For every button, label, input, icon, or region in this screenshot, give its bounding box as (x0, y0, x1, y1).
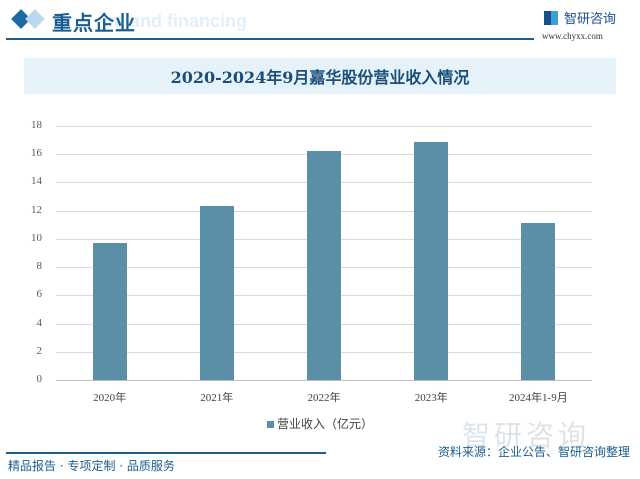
chart-title: 2020-2024年9月嘉华股份营业收入情况 (170, 68, 470, 87)
x-axis-line (56, 380, 592, 381)
y-tick-label: 10 (31, 231, 42, 244)
y-tick-label: 16 (31, 147, 42, 160)
legend: 营业收入（亿元） (0, 415, 640, 432)
watermark-text: 智研咨询 (462, 419, 591, 452)
source-note: 资料来源：企业公告、智研咨询整理 (437, 445, 630, 459)
bar (307, 151, 341, 380)
logo-url: www.chyxx.com (542, 31, 603, 41)
chart-title-band: 2020-2024年9月嘉华股份营业收入情况 (24, 58, 616, 94)
section-title: 重点企业 (52, 11, 136, 35)
bar (92, 243, 127, 380)
y-tick-label: 2 (36, 344, 43, 357)
logo-icon (544, 10, 558, 25)
y-tick-label: 8 (36, 260, 43, 273)
x-tick-label: 2024年1-9月 (509, 392, 568, 404)
header: nt and financing 重点企业 智研咨询 www.chyxx.com (0, 0, 640, 42)
bar (521, 223, 556, 380)
x-tick-label: 2020年 (93, 392, 127, 404)
footer-slogan: 精品报告 · 专项定制 · 品质服务 (8, 459, 175, 473)
legend-swatch (266, 421, 274, 428)
y-tick-label: 6 (36, 288, 43, 301)
legend-label: 营业收入（亿元） (276, 417, 373, 431)
logo-text: 智研咨询 (564, 12, 617, 27)
y-tick-label: 0 (36, 373, 43, 385)
brand-logo: 智研咨询 (544, 8, 616, 27)
x-tick-label: 2022年 (307, 392, 341, 404)
footer-divider (6, 452, 326, 454)
plot-area (56, 126, 592, 381)
y-tick-label: 12 (31, 203, 42, 216)
bar (414, 141, 449, 380)
x-tick-label: 2023年 (414, 392, 448, 404)
y-tick-label: 14 (31, 175, 42, 188)
y-tick-label: 4 (36, 316, 43, 329)
y-tick-label: 18 (31, 119, 42, 131)
bar (199, 206, 234, 380)
diamond-icon-light (25, 9, 45, 29)
header-divider (6, 38, 534, 40)
x-tick-label: 2021年 (200, 392, 234, 404)
gridline (56, 126, 592, 127)
